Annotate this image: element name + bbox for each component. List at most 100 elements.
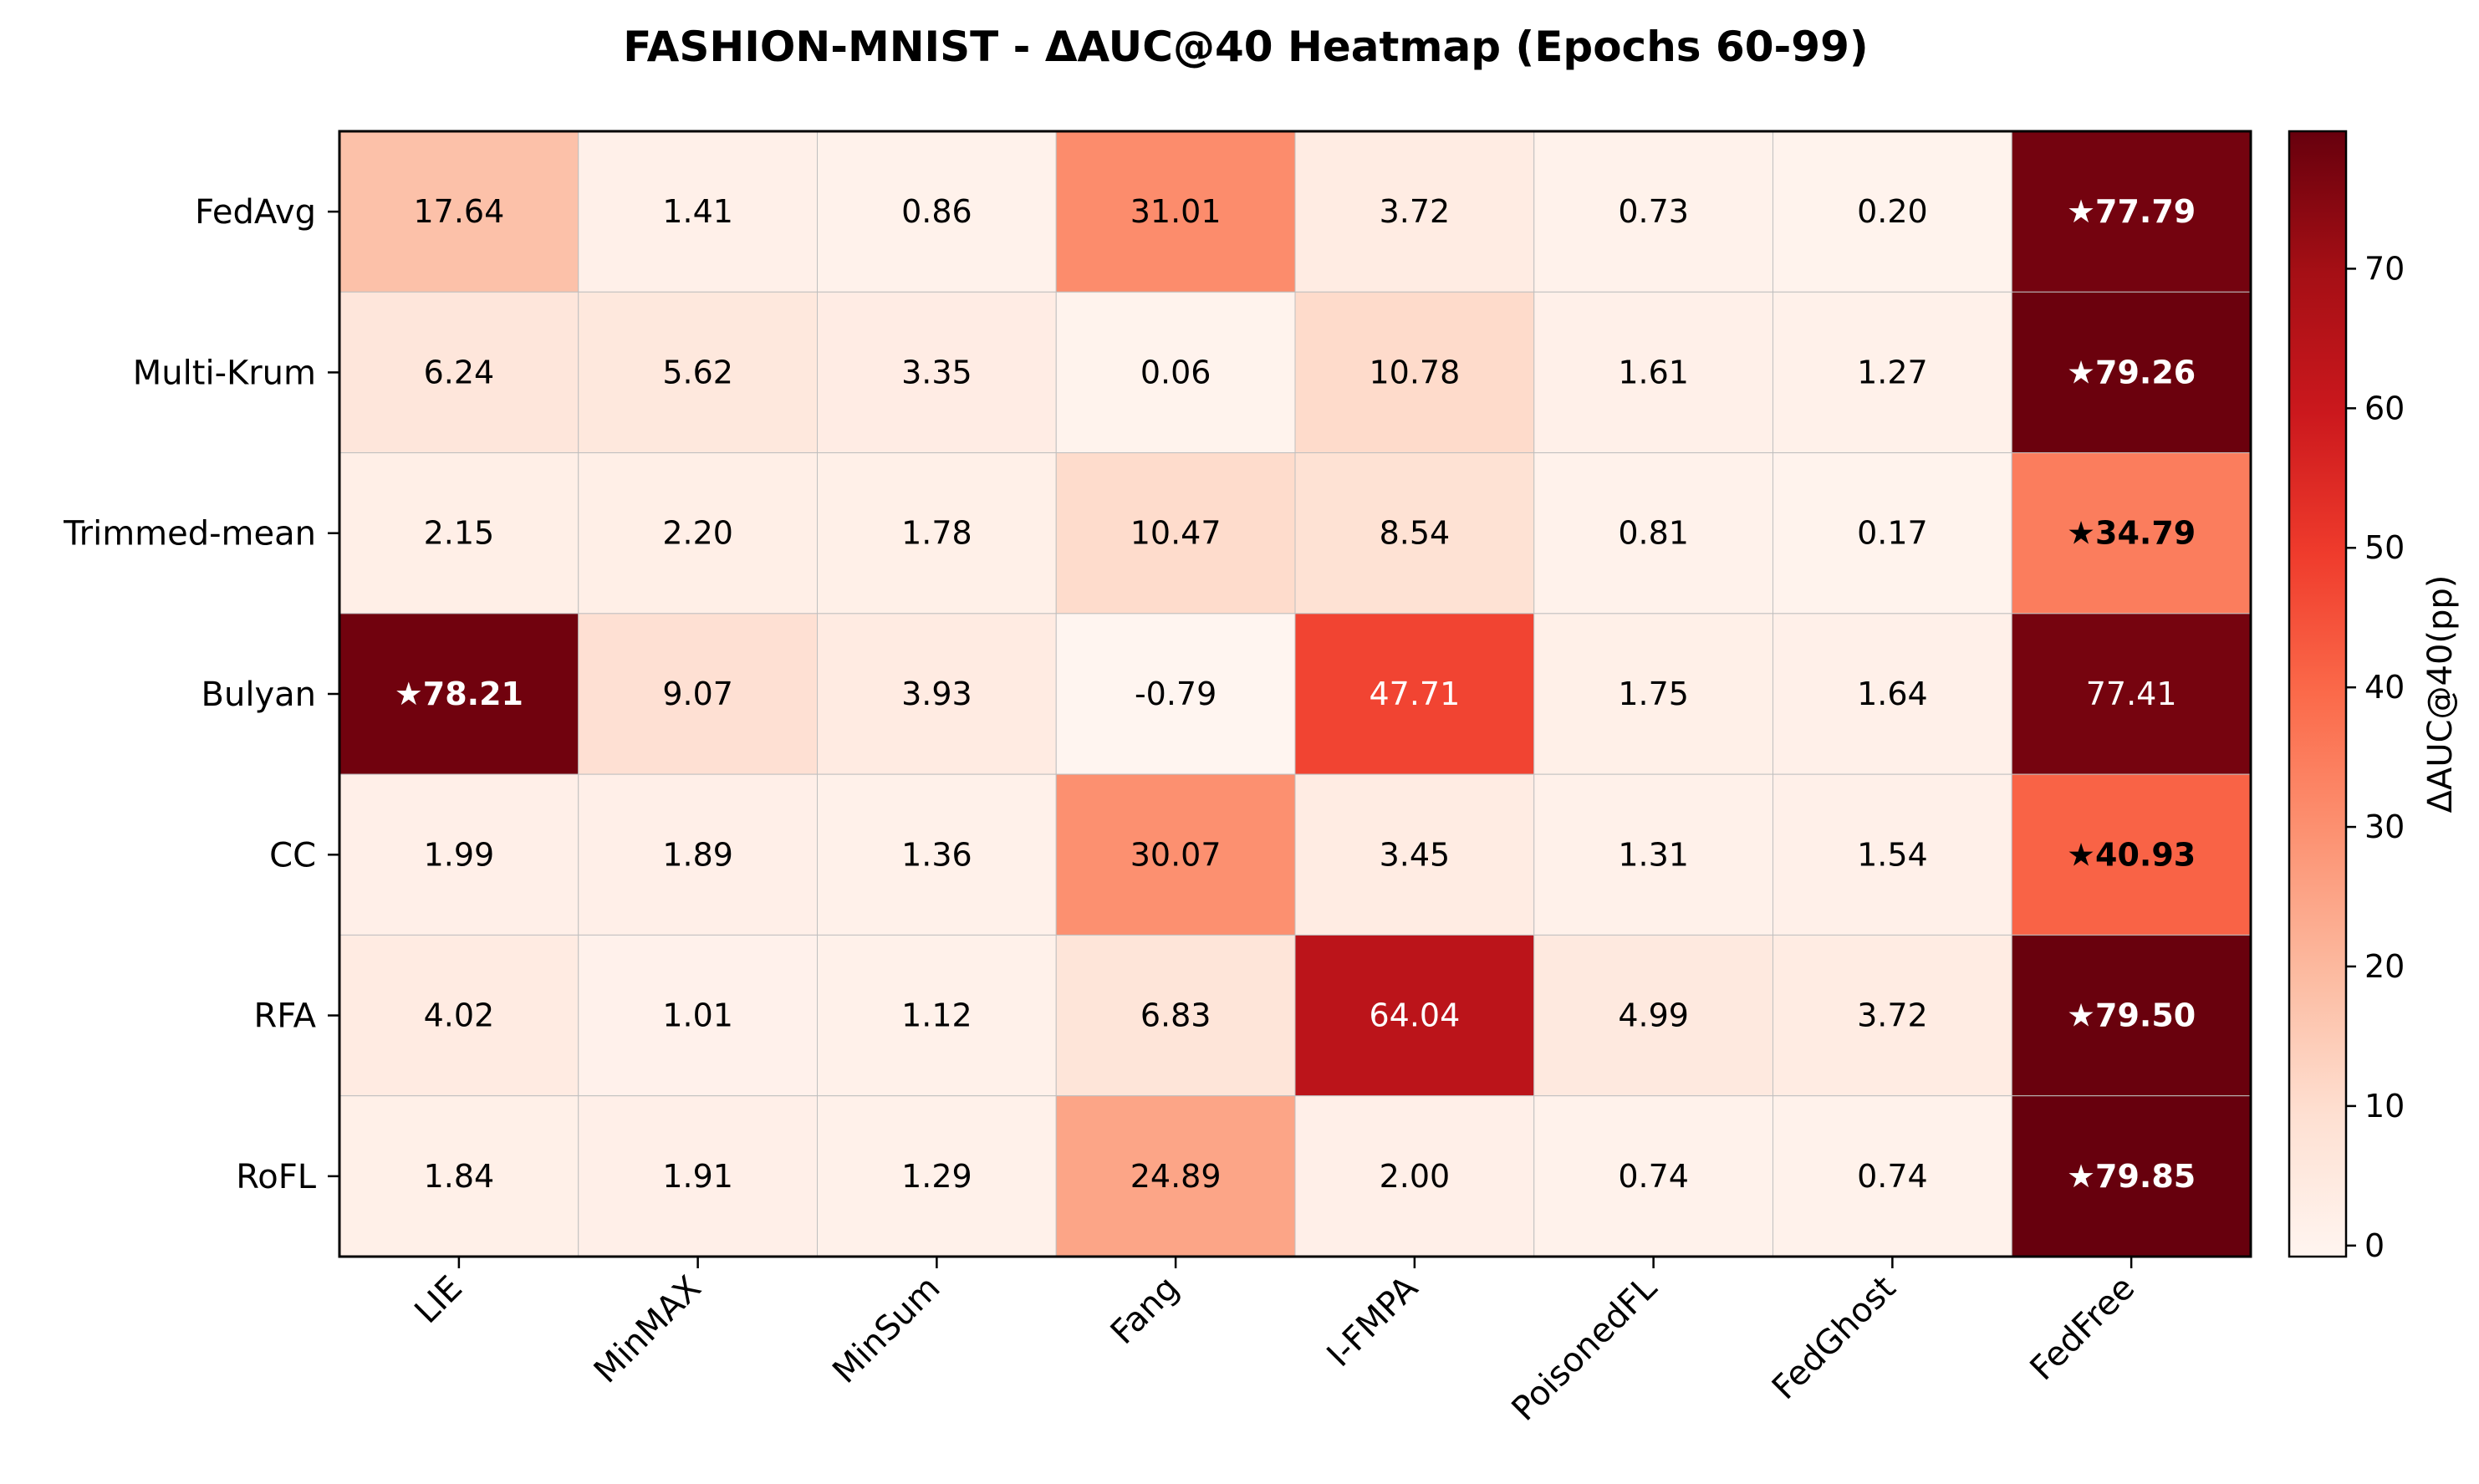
cell-value-label: 0.81 bbox=[1618, 515, 1689, 552]
cell-value-label: 17.64 bbox=[413, 193, 504, 230]
cell-value-label: 1.91 bbox=[662, 1158, 733, 1195]
cell-value-label: ★79.50 bbox=[2067, 997, 2196, 1034]
cell-value-label: 4.02 bbox=[424, 997, 495, 1034]
chart-title: FASHION-MNIST - ΔAUC@40 Heatmap (Epochs … bbox=[623, 23, 1868, 71]
cell-value-label: 0.73 bbox=[1618, 193, 1689, 230]
heatmap-cell bbox=[578, 291, 818, 454]
cell-value-label: 1.54 bbox=[1857, 836, 1928, 873]
column-label: FedGhost bbox=[1765, 1269, 1904, 1408]
cell-value-label: ★77.79 bbox=[2067, 193, 2196, 230]
row-label: FedAvg bbox=[195, 193, 316, 232]
heatmap-cell bbox=[1773, 130, 2012, 293]
cell-value-label: ★34.79 bbox=[2067, 515, 2196, 552]
heatmap-cell bbox=[1533, 452, 1773, 615]
cell-value-label: 1.31 bbox=[1618, 836, 1689, 873]
heatmap-cell bbox=[1773, 1095, 2012, 1257]
row-label: Bulyan bbox=[201, 676, 316, 714]
cell-value-label: 9.07 bbox=[662, 676, 733, 712]
cell-value-label: 1.84 bbox=[424, 1158, 495, 1195]
colorbar-label: ΔAUC@40(pp) bbox=[2421, 575, 2460, 813]
cell-value-label: 1.61 bbox=[1618, 354, 1689, 390]
colorbar-tick-label: 50 bbox=[2364, 529, 2405, 566]
cell-value-label: 0.17 bbox=[1857, 515, 1928, 552]
cell-value-label: 3.45 bbox=[1380, 836, 1451, 873]
cell-value-label: 31.01 bbox=[1130, 193, 1222, 230]
cell-value-label: 0.74 bbox=[1618, 1158, 1689, 1195]
column-label: FedFree bbox=[2023, 1269, 2143, 1389]
cell-value-label: 77.41 bbox=[2086, 676, 2177, 712]
cell-value-label: 1.41 bbox=[662, 193, 733, 230]
heatmap-cell bbox=[817, 773, 1057, 936]
heatmap-cell bbox=[339, 130, 579, 293]
heatmap-cell bbox=[1533, 773, 1773, 936]
heatmap-cell bbox=[2011, 934, 2252, 1097]
colorbar-tick-label: 30 bbox=[2364, 808, 2405, 845]
colorbar-gradient bbox=[2288, 130, 2348, 1258]
cell-value-label: 3.35 bbox=[901, 354, 972, 390]
heatmap-cell bbox=[1773, 452, 2012, 615]
column-label: PoisonedFL bbox=[1505, 1268, 1665, 1429]
cell-value-label: 24.89 bbox=[1130, 1158, 1222, 1195]
heatmap-cell bbox=[2011, 773, 2252, 936]
cell-value-label: 1.27 bbox=[1857, 354, 1928, 390]
cell-value-label: 1.78 bbox=[901, 515, 972, 552]
heatmap-cell bbox=[578, 934, 818, 1097]
heatmap-cell bbox=[1773, 613, 2012, 775]
cell-value-label: 2.15 bbox=[424, 515, 495, 552]
heatmap-cell bbox=[1294, 452, 1535, 615]
heatmap-cell bbox=[1055, 452, 1296, 615]
heatmap-cell bbox=[339, 613, 579, 775]
heatmap-cell bbox=[1294, 1095, 1535, 1257]
plot-frame bbox=[338, 130, 2252, 1258]
cell-value-label: 0.86 bbox=[901, 193, 972, 230]
heatmap-cell bbox=[1055, 773, 1296, 936]
colorbar-tick-label: 70 bbox=[2364, 250, 2405, 287]
colorbar-tick-label: 10 bbox=[2364, 1088, 2405, 1124]
heatmap-cell bbox=[1294, 934, 1535, 1097]
cell-value-label: 2.00 bbox=[1380, 1158, 1451, 1195]
cell-value-label: 8.54 bbox=[1380, 515, 1451, 552]
row-label: RoFL bbox=[236, 1158, 316, 1196]
cell-value-label: 4.99 bbox=[1618, 997, 1689, 1034]
heatmap-cell bbox=[1294, 773, 1535, 936]
heatmap-cell bbox=[1533, 934, 1773, 1097]
cell-value-label: 47.71 bbox=[1369, 676, 1460, 712]
row-label: CC bbox=[269, 836, 316, 875]
cell-value-label: 3.72 bbox=[1857, 997, 1928, 1034]
row-label: Trimmed-mean bbox=[63, 515, 316, 553]
row-label: Multi-Krum bbox=[133, 354, 316, 392]
cell-value-label: ★79.26 bbox=[2067, 354, 2196, 390]
heatmap-cell bbox=[578, 613, 818, 775]
heatmap-cell bbox=[339, 1095, 579, 1257]
cell-value-label: 1.12 bbox=[901, 997, 972, 1034]
heatmap-cell bbox=[1055, 934, 1296, 1097]
cell-value-label: 0.06 bbox=[1140, 354, 1211, 390]
colorbar-tick-label: 60 bbox=[2364, 390, 2405, 426]
column-label: Fang bbox=[1104, 1269, 1186, 1352]
cell-value-label: 0.74 bbox=[1857, 1158, 1928, 1195]
cell-value-label: 0.20 bbox=[1857, 193, 1928, 230]
heatmap-cell bbox=[578, 452, 818, 615]
heatmap-cell bbox=[1055, 613, 1296, 775]
colorbar: 0 10 20 30 40 50 60 70 ΔAUC@40(pp) bbox=[2288, 130, 2460, 1264]
cell-value-label: 10.78 bbox=[1369, 354, 1460, 390]
row-label: RFA bbox=[254, 997, 317, 1036]
colorbar-tick-label: 40 bbox=[2364, 669, 2405, 706]
heatmap-cell bbox=[578, 773, 818, 936]
cell-value-label: ★40.93 bbox=[2067, 836, 2196, 873]
heatmap-cell bbox=[817, 613, 1057, 775]
cell-value-label: 3.93 bbox=[901, 676, 972, 712]
heatmap-cell bbox=[1533, 291, 1773, 454]
heatmap-cell bbox=[1533, 1095, 1773, 1257]
cell-value-label: 3.72 bbox=[1380, 193, 1451, 230]
cell-value-label: 6.24 bbox=[424, 354, 495, 390]
cell-value-label: 1.75 bbox=[1618, 676, 1689, 712]
heatmap-cell bbox=[1055, 130, 1296, 293]
cell-value-label: 1.64 bbox=[1857, 676, 1928, 712]
row-labels: FedAvg Multi-Krum Trimmed-mean Bulyan CC RFA R… bbox=[63, 193, 339, 1196]
heatmap-cell bbox=[817, 934, 1057, 1097]
cell-value-label: 1.29 bbox=[901, 1158, 972, 1195]
heatmap-cell bbox=[578, 1095, 818, 1257]
